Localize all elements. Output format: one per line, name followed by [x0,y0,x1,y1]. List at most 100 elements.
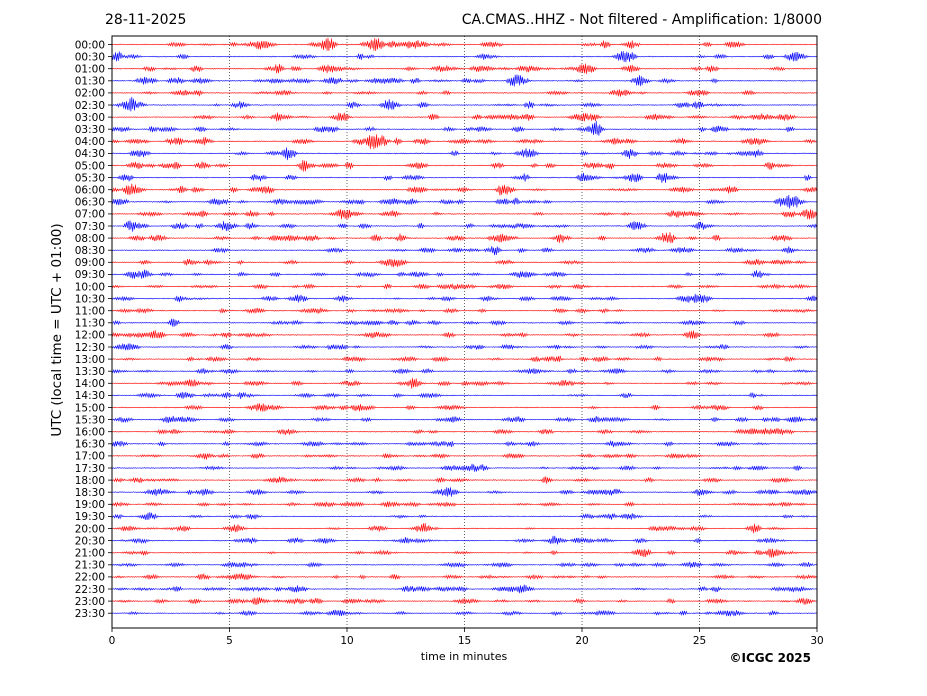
y-tick-label: 22:00 [75,572,105,584]
y-tick-label: 07:30 [75,221,105,233]
y-tick-label: 09:30 [75,269,105,281]
x-tick-label: 10 [340,635,353,647]
trace-line [111,487,817,497]
y-tick-label: 05:00 [75,160,105,172]
trace-line [111,89,817,97]
y-tick-label: 09:00 [75,257,105,269]
y-tick-label: 23:00 [75,596,105,608]
x-axis-label: time in minutes [420,650,508,663]
trace-line [111,74,817,87]
x-tick-label: 0 [109,635,116,647]
y-tick-label: 05:30 [75,172,105,184]
y-tick-label: 13:30 [75,366,105,378]
y-tick-label: 06:00 [75,185,105,197]
trace-line [111,120,817,136]
x-tick-label: 25 [693,635,706,647]
trace-line [111,463,817,472]
y-tick-label: 02:00 [75,88,105,100]
y-tick-label: 11:30 [75,318,105,330]
y-tick-label: 14:30 [75,390,105,402]
y-tick-label: 18:30 [75,487,105,499]
y-tick-label: 19:00 [75,499,105,511]
trace-line [111,501,817,508]
y-tick-label: 16:00 [75,427,105,439]
x-tick-label: 30 [810,635,823,647]
y-tick-label: 04:30 [75,148,105,160]
trace-line [111,548,817,558]
trace-line [111,232,817,244]
trace-line [111,440,817,448]
y-tick-label: 01:00 [75,64,105,76]
trace-line [111,330,817,339]
trace-line [111,609,817,617]
trace-line [111,258,817,268]
trace-line [111,318,817,327]
y-tick-label: 15:30 [75,414,105,426]
y-tick-label: 04:00 [75,136,105,148]
y-tick-label: 07:00 [75,209,105,221]
trace-line [111,415,817,424]
y-tick-label: 12:00 [75,330,105,342]
y-tick-label: 11:00 [75,306,105,318]
y-tick-label: 21:00 [75,548,105,560]
y-tick-label: 10:30 [75,293,105,305]
trace-line [111,523,817,534]
trace-line [111,573,817,581]
trace-line [111,63,817,75]
trace-line [111,220,817,232]
trace-line [111,283,817,290]
trace-line [111,160,817,172]
y-tick-label: 02:30 [75,100,105,112]
trace-line [111,51,817,63]
y-tick-label: 03:30 [75,124,105,136]
y-tick-label: 23:30 [75,608,105,620]
trace-line [111,37,817,51]
y-tick-label: 20:00 [75,523,105,535]
trace-line [111,209,817,220]
y-tick-label: 08:00 [75,233,105,245]
trace-line [111,134,817,150]
trace-line [111,355,817,363]
trace-line [111,307,817,314]
trace-line [111,597,817,606]
copyright-label: ©ICGC 2025 [729,651,811,665]
y-tick-label: 00:30 [75,51,105,63]
trace-line [111,293,817,303]
trace-line [111,476,817,484]
date-label: 28-11-2025 [105,12,187,28]
chart-title: CA.CMAS..HHZ - Not filtered - Amplificat… [461,12,822,28]
trace-line [111,183,817,196]
x-tick-label: 15 [458,635,471,647]
y-tick-label: 16:30 [75,439,105,451]
y-tick-label: 13:00 [75,354,105,366]
trace-line [111,427,817,436]
trace-line [111,269,817,279]
trace-line [111,112,817,122]
y-tick-label: 12:30 [75,342,105,354]
trace-line [111,194,817,209]
y-tick-label: 14:00 [75,378,105,390]
y-tick-label: 22:30 [75,584,105,596]
trace-line [111,377,817,389]
y-tick-label: 18:00 [75,475,105,487]
plot-frame [111,35,818,629]
trace-line [111,343,817,351]
trace-line [111,584,817,594]
y-tick-label: 01:30 [75,76,105,88]
x-tick-label: 20 [575,635,588,647]
trace-line [111,246,817,256]
y-tick-label: 06:30 [75,197,105,209]
y-tick-label: 15:00 [75,402,105,414]
trace-line [111,403,817,412]
trace-line [111,452,817,460]
y-tick-label: 00:00 [75,39,105,51]
trace-line [111,96,817,112]
trace-line [111,561,817,568]
x-tick-label: 5 [226,635,233,647]
y-tick-label: 17:30 [75,463,105,475]
trace-line [111,391,817,399]
y-tick-label: 08:30 [75,245,105,257]
y-tick-label: 17:00 [75,451,105,463]
